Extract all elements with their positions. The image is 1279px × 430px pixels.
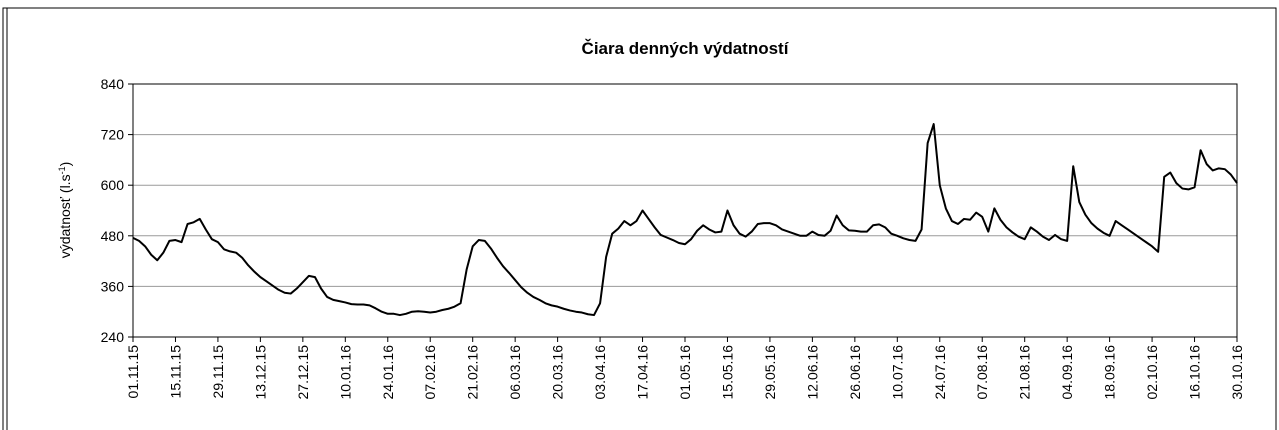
x-tick-label: 03.04.16 <box>592 345 608 400</box>
x-tick-label: 13.12.15 <box>252 345 268 400</box>
x-tick-label: 24.01.16 <box>380 345 396 400</box>
x-tick-label: 17.04.16 <box>635 345 651 400</box>
x-tick-label: 29.11.15 <box>210 345 226 399</box>
x-tick-label: 02.10.16 <box>1144 345 1160 400</box>
x-tick-label: 01.11.15 <box>125 345 141 399</box>
y-tick-label: 720 <box>101 127 125 143</box>
y-axis-label: výdatnosť (l.s-1) <box>57 162 73 259</box>
x-tick-label: 07.08.16 <box>974 345 990 400</box>
chart-title: Čiara denných výdatností <box>582 39 790 58</box>
x-tick-label: 10.01.16 <box>337 345 353 400</box>
x-tick-label: 27.12.15 <box>295 345 311 400</box>
x-tick-label: 29.05.16 <box>762 345 778 400</box>
x-tick-label: 15.11.15 <box>167 345 183 399</box>
x-tick-label: 07.02.16 <box>422 345 438 400</box>
y-tick-label: 480 <box>101 228 125 244</box>
y-label-sup: -1 <box>57 166 67 174</box>
x-tick-label: 21.02.16 <box>465 345 481 400</box>
data-line <box>132 123 1238 317</box>
y-tick-label: 600 <box>101 177 125 193</box>
x-tick-label: 20.03.16 <box>550 345 566 400</box>
x-tick-label: 15.05.16 <box>719 345 735 400</box>
x-tick-label: 04.09.16 <box>1059 345 1075 400</box>
x-tick-label: 01.05.16 <box>677 345 693 400</box>
y-tick-label: 360 <box>101 278 125 294</box>
y-label-end: ) <box>57 162 73 167</box>
frame <box>2 7 1277 430</box>
y-tick-label: 240 <box>101 329 125 345</box>
x-tick-label: 21.08.16 <box>1017 345 1033 400</box>
y-label-text: výdatnosť (l.s <box>57 174 73 258</box>
x-tick-label: 26.06.16 <box>847 345 863 400</box>
x-tick-label: 24.07.16 <box>932 345 948 400</box>
plot-area <box>132 83 1238 338</box>
x-tick-label: 06.03.16 <box>507 345 523 400</box>
x-tick-label: 18.09.16 <box>1102 345 1118 400</box>
x-tick-label: 16.10.16 <box>1187 345 1203 400</box>
x-tick-label: 30.10.16 <box>1229 345 1245 400</box>
x-tick-label: 12.06.16 <box>804 345 820 400</box>
y-tick-label: 840 <box>101 76 125 92</box>
x-tick-label: 10.07.16 <box>889 345 905 400</box>
